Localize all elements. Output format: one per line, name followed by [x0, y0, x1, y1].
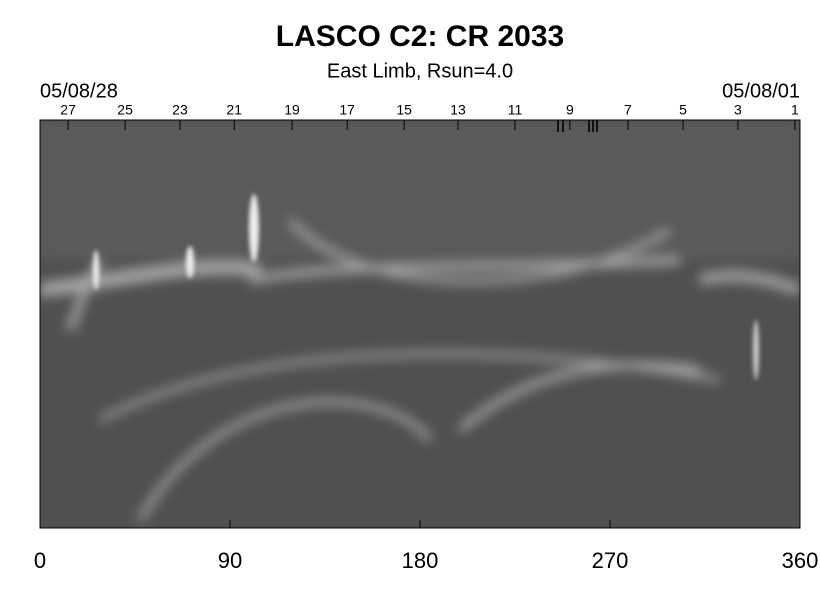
- top-tick-label: 11: [508, 102, 523, 118]
- top-tick-label: 3: [734, 102, 742, 118]
- top-tick-label: 15: [396, 102, 412, 118]
- top-tick-label: 17: [339, 102, 355, 118]
- chart-title: LASCO C2: CR 2033: [276, 20, 564, 53]
- x-tick-label: 90: [218, 548, 242, 573]
- end-date: 05/08/01: [722, 80, 800, 102]
- top-tick-label: 25: [117, 102, 133, 118]
- x-tick-label: 360: [782, 548, 819, 573]
- map-image: [40, 120, 800, 528]
- x-tick-label: 180: [402, 548, 439, 573]
- start-date: 05/08/28: [40, 80, 118, 102]
- top-tick-label: 7: [624, 102, 632, 118]
- top-tick-label: 23: [172, 102, 188, 118]
- data-gaps: [557, 120, 598, 132]
- chart-subtitle: East Limb, Rsun=4.0: [327, 60, 513, 82]
- x-tick-label: 0: [34, 548, 46, 573]
- top-tick-label: 1: [791, 102, 799, 118]
- top-tick-label: 13: [450, 102, 466, 118]
- top-tick-label: 21: [226, 102, 242, 118]
- top-tick-label: 27: [60, 102, 76, 118]
- top-tick-label: 19: [284, 102, 300, 118]
- top-tick-label: 5: [679, 102, 687, 118]
- top-tick-label: 9: [566, 102, 574, 118]
- x-tick-label: 270: [592, 548, 629, 573]
